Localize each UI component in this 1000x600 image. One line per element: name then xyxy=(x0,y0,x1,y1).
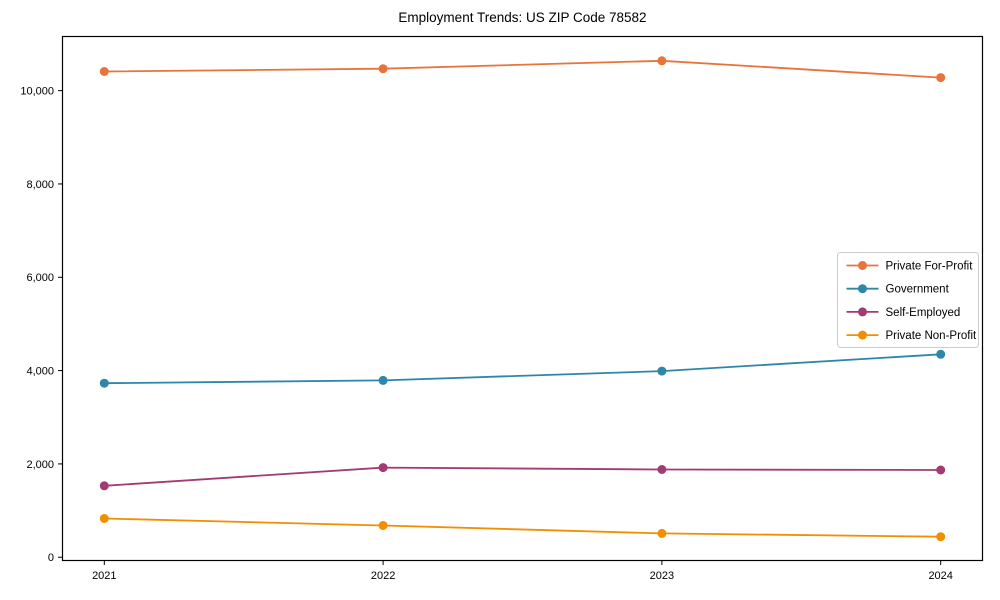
data-point-private-non-profit xyxy=(936,532,946,542)
data-point-private-for-profit xyxy=(936,73,946,83)
data-point-self-employed xyxy=(657,465,667,474)
legend-marker-government xyxy=(858,284,867,294)
series-line-government xyxy=(103,353,942,385)
x-tick-label: 2024 xyxy=(928,570,952,582)
y-tick-label: 2,000 xyxy=(26,459,54,471)
data-point-self-employed xyxy=(936,465,946,475)
data-point-government xyxy=(99,378,109,388)
legend-label-government: Government xyxy=(886,284,950,296)
data-point-private-for-profit xyxy=(99,67,109,76)
data-point-government xyxy=(936,349,946,359)
legend-marker-self-employed xyxy=(858,307,867,317)
data-point-private-non-profit xyxy=(657,528,667,538)
legend-marker-private-for-profit xyxy=(858,261,867,270)
x-tick-label: 2023 xyxy=(650,570,674,582)
plot-border xyxy=(61,35,984,562)
data-point-private-for-profit xyxy=(657,56,667,66)
data-point-private-non-profit xyxy=(378,521,388,530)
y-tick-label: 0 xyxy=(48,552,54,564)
y-tick-label: 10,000 xyxy=(20,86,54,98)
legend-label-self-employed: Self-Employed xyxy=(886,307,961,319)
series-line-private-for-profit xyxy=(103,59,942,79)
data-point-self-employed xyxy=(99,481,109,491)
chart-title: Employment Trends: US ZIP Code 78582 xyxy=(398,10,647,25)
y-tick-label: 8,000 xyxy=(26,179,54,191)
data-point-private-non-profit xyxy=(99,514,109,523)
data-point-private-for-profit xyxy=(378,64,388,74)
x-tick-label: 2021 xyxy=(92,570,116,582)
y-tick-label: 4,000 xyxy=(26,365,54,377)
legend-label-private-non-profit: Private Non-Profit xyxy=(886,330,978,342)
data-point-government xyxy=(657,366,667,376)
legend-label-private-for-profit: Private For-Profit xyxy=(886,261,974,273)
legend-box xyxy=(837,252,979,348)
data-point-self-employed xyxy=(378,463,388,473)
y-tick-label: 6,000 xyxy=(26,272,54,284)
series-line-private-non-profit xyxy=(103,517,942,538)
series-line-self-employed xyxy=(103,466,942,487)
x-tick-label: 2022 xyxy=(371,570,395,582)
data-point-government xyxy=(378,375,388,385)
legend-marker-private-non-profit xyxy=(858,330,867,340)
